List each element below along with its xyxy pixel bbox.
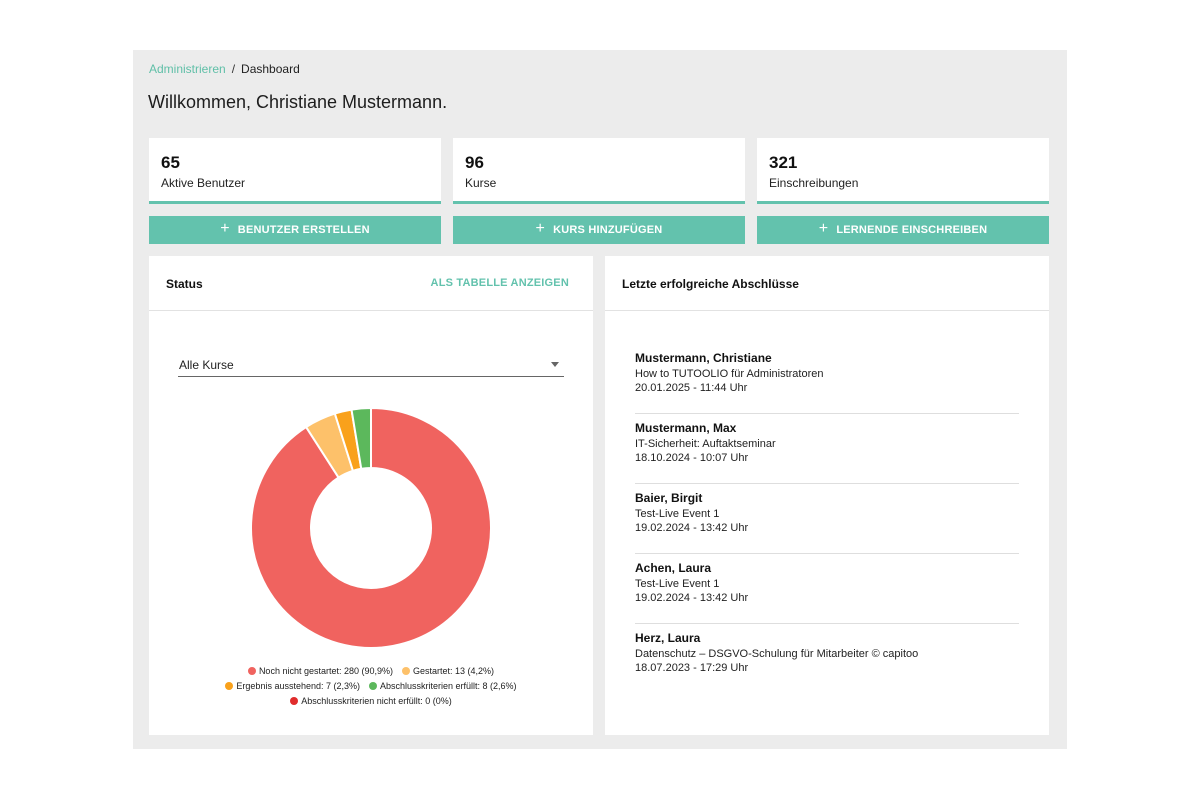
stat-value: 65 [161,153,180,172]
plus-icon: + [220,220,230,237]
completion-date: 18.07.2023 - 17:29 Uhr [635,662,749,674]
completion-date: 19.02.2024 - 13:42 Uhr [635,522,749,534]
completion-date: 18.10.2024 - 10:07 Uhr [635,452,749,464]
completion-name: Mustermann, Max [635,421,737,435]
caret-down-icon [551,362,559,367]
donut-slice-noch-nicht-gestartet[interactable] [250,406,492,649]
completion-course: Datenschutz – DSGVO-Schulung für Mitarbe… [635,648,919,660]
legend-dot [369,682,377,690]
stat-value: 96 [465,153,484,172]
list-item[interactable]: Baier, Birgit Test-Live Event 1 19.02.20… [635,484,1019,554]
chart-legend: Noch nicht gestartet: 280 (90,9%) Gestar… [149,666,593,711]
legend-label: Noch nicht gestartet: 280 (90,9%) [258,666,394,676]
legend-dot [402,667,411,675]
stat-card-courses: 96 Kurse [453,138,745,204]
completions-list: Mustermann, Christiane How to TUTOOLIO f… [635,344,1019,694]
stat-card-active-users: 65 Aktive Benutzer [149,138,441,204]
list-item[interactable]: Mustermann, Christiane How to TUTOOLIO f… [635,344,1019,414]
donut-slice-abschlusskriterien-erfüllt[interactable] [350,406,372,470]
enroll-learners-label: LERNENDE EINSCHREIBEN [836,224,988,236]
completion-date: 19.02.2024 - 13:42 Uhr [635,592,749,604]
stat-value: 321 [769,153,798,172]
legend-dot [225,682,234,690]
completion-name: Achen, Laura [635,561,712,575]
stat-label: Aktive Benutzer [161,176,246,190]
legend-label: Abschlusskriterien nicht erfüllt: 0 (0%) [301,696,452,706]
breadcrumb-link-administrieren[interactable]: Administrieren [149,62,226,76]
list-item[interactable]: Achen, Laura Test-Live Event 1 19.02.202… [635,554,1019,624]
legend-label: Gestartet: 13 (4,2%) [413,666,495,676]
completion-course: How to TUTOOLIO für Administratoren [635,368,824,380]
list-item[interactable]: Herz, Laura Datenschutz – DSGVO-Schulung… [635,624,1019,694]
completion-name: Herz, Laura [635,631,701,645]
enroll-learners-button[interactable]: + LERNENDE EINSCHREIBEN [757,216,1049,244]
legend-label: Ergebnis ausstehend: 7 (2,3%) [236,681,360,691]
completion-date: 20.01.2025 - 11:44 Uhr [635,382,748,394]
status-panel-header: Status ALS TABELLE ANZEIGEN [149,256,593,311]
legend-row: Ergebnis ausstehend: 7 (2,3%) Abschlussk… [149,681,593,691]
breadcrumb: Administrieren / Dashboard [149,62,300,76]
completions-panel: Letzte erfolgreiche Abschlüsse Musterman… [605,256,1049,735]
legend-label: Abschlusskriterien erfüllt: 8 (2,6%) [380,681,517,691]
breadcrumb-current: Dashboard [241,62,300,76]
completion-name: Mustermann, Christiane [635,351,772,365]
plus-icon: + [535,220,546,237]
stat-card-enrollments: 321 Einschreibungen [757,138,1049,204]
breadcrumb-separator: / [231,62,236,76]
completion-course: IT-Sicherheit: Auftaktseminar [635,438,776,450]
legend-dot [290,697,299,705]
plus-icon: + [818,220,829,237]
dashboard-frame: Administrieren / Dashboard Willkommen, C… [133,50,1067,749]
legend-item-criteria-met[interactable]: Abschlusskriterien erfüllt: 8 (2,6%) [369,681,517,691]
legend-item-not-started[interactable]: Noch nicht gestartet: 280 (90,9%) [247,666,394,676]
legend-dot [247,667,256,675]
legend-row: Abschlusskriterien nicht erfüllt: 0 (0%) [149,696,593,706]
add-course-button[interactable]: + KURS HINZUFÜGEN [453,216,745,244]
completions-panel-header: Letzte erfolgreiche Abschlüsse [605,256,1049,311]
completion-course: Test-Live Event 1 [635,508,720,520]
add-course-label: KURS HINZUFÜGEN [553,224,663,236]
show-as-table-link[interactable]: ALS TABELLE ANZEIGEN [430,277,569,289]
completions-panel-title: Letzte erfolgreiche Abschlüsse [622,277,799,291]
create-user-label: BENUTZER ERSTELLEN [237,224,370,236]
status-panel-title: Status [166,277,203,291]
legend-row: Noch nicht gestartet: 280 (90,9%) Gestar… [149,666,593,676]
completion-name: Baier, Birgit [635,491,703,505]
legend-item-criteria-not-met[interactable]: Abschlusskriterien nicht erfüllt: 0 (0%) [290,696,452,706]
completion-course: Test-Live Event 1 [635,578,720,590]
status-donut-chart [250,406,492,649]
stat-label: Kurse [465,176,497,190]
status-panel: Status ALS TABELLE ANZEIGEN Alle Kurse N… [149,256,593,735]
legend-item-started[interactable]: Gestartet: 13 (4,2%) [402,666,494,676]
course-filter-value: Alle Kurse [179,358,234,372]
list-item[interactable]: Mustermann, Max IT-Sicherheit: Auftaktse… [635,414,1019,484]
page-title: Willkommen, Christiane Mustermann. [148,92,448,112]
legend-item-result-pending[interactable]: Ergebnis ausstehend: 7 (2,3%) [225,681,360,691]
course-filter-select[interactable]: Alle Kurse [178,352,564,377]
create-user-button[interactable]: + BENUTZER ERSTELLEN [149,216,441,244]
stat-label: Einschreibungen [769,176,859,190]
